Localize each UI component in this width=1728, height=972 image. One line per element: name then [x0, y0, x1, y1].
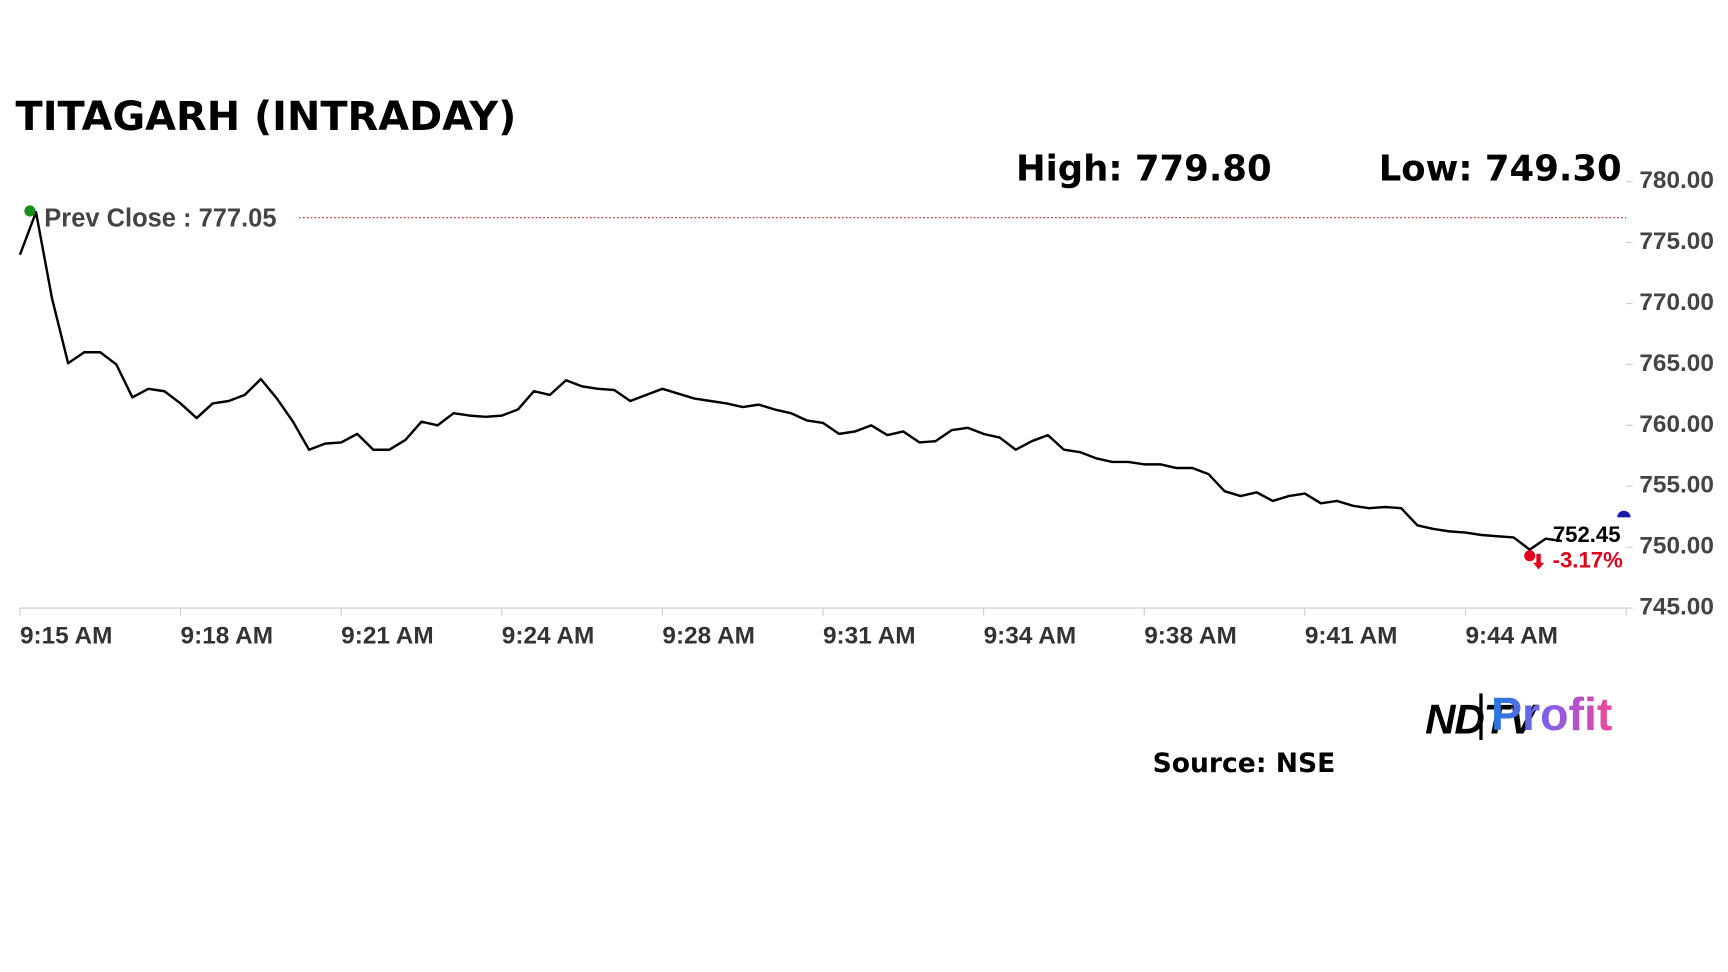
x-tick-label: 9:38 AM	[1144, 622, 1237, 649]
high-label: High: 779.80	[1016, 149, 1272, 190]
logo-brand: NDTV	[1425, 695, 1539, 742]
low-label: Low: 749.30	[1379, 149, 1622, 190]
x-tick-label: 9:34 AM	[984, 622, 1077, 649]
change-value: -3.17%	[1553, 547, 1623, 572]
y-tick-label: 755.00	[1639, 472, 1714, 499]
prev-close-label: Prev Close : 777.05	[44, 205, 276, 233]
source: Source: NSE	[1153, 748, 1336, 779]
y-tick-label: 750.00	[1639, 533, 1714, 560]
y-tick-label: 775.00	[1639, 228, 1714, 255]
x-tick-label: 9:18 AM	[181, 622, 274, 649]
y-tick-label: 780.00	[1639, 167, 1714, 194]
price-line	[18, 210, 1563, 551]
change-arrow	[1533, 553, 1545, 570]
x-tick-label: 9:21 AM	[341, 622, 434, 649]
y-tick-label: 760.00	[1639, 411, 1714, 438]
last-marker	[1617, 510, 1631, 518]
x-tick-label: 9:15 AM	[20, 622, 113, 649]
x-tick-label: 9:28 AM	[662, 622, 755, 649]
y-tick-label: 765.00	[1639, 350, 1714, 377]
chart-title: TITAGARH (INTRADAY)	[16, 94, 517, 140]
x-tick-label: 9:31 AM	[823, 622, 916, 649]
y-tick-label: 745.00	[1639, 594, 1714, 621]
x-tick-label: 9:24 AM	[502, 622, 595, 649]
prev-close-marker	[24, 205, 36, 217]
logo-product: Profit	[1491, 688, 1612, 740]
x-tick-label: 9:44 AM	[1465, 622, 1558, 649]
x-tick-label: 9:41 AM	[1305, 622, 1398, 649]
low-marker	[1524, 550, 1536, 562]
last-value: 752.45	[1553, 522, 1621, 547]
y-tick-label: 770.00	[1639, 289, 1714, 316]
